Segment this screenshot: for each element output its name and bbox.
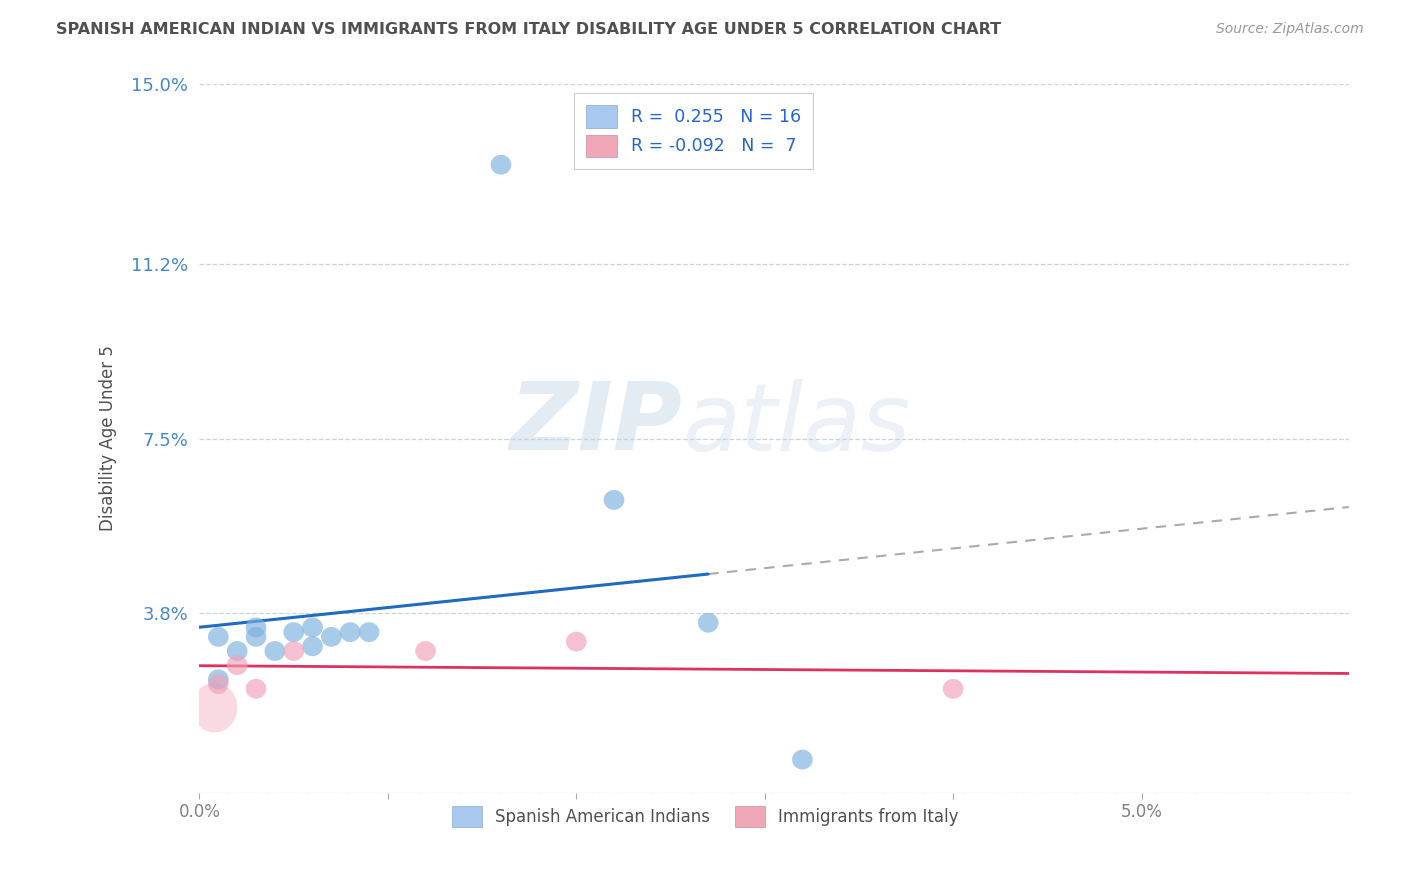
Ellipse shape bbox=[491, 155, 512, 175]
Ellipse shape bbox=[226, 656, 247, 675]
Ellipse shape bbox=[284, 623, 304, 642]
Text: SPANISH AMERICAN INDIAN VS IMMIGRANTS FROM ITALY DISABILITY AGE UNDER 5 CORRELAT: SPANISH AMERICAN INDIAN VS IMMIGRANTS FR… bbox=[56, 22, 1001, 37]
Ellipse shape bbox=[302, 617, 323, 637]
Ellipse shape bbox=[415, 641, 436, 661]
Ellipse shape bbox=[264, 641, 285, 661]
Text: atlas: atlas bbox=[682, 379, 911, 470]
Y-axis label: Disability Age Under 5: Disability Age Under 5 bbox=[100, 345, 117, 532]
Ellipse shape bbox=[340, 623, 360, 642]
Ellipse shape bbox=[697, 613, 718, 632]
Ellipse shape bbox=[246, 679, 266, 698]
Ellipse shape bbox=[359, 623, 380, 642]
Ellipse shape bbox=[284, 641, 304, 661]
Ellipse shape bbox=[246, 627, 266, 647]
Ellipse shape bbox=[226, 641, 247, 661]
Ellipse shape bbox=[208, 669, 229, 690]
Ellipse shape bbox=[208, 674, 229, 694]
Ellipse shape bbox=[603, 490, 624, 510]
Ellipse shape bbox=[302, 636, 323, 657]
Ellipse shape bbox=[943, 679, 963, 698]
Legend: Spanish American Indians, Immigrants from Italy: Spanish American Indians, Immigrants fro… bbox=[444, 799, 966, 834]
Text: Source: ZipAtlas.com: Source: ZipAtlas.com bbox=[1216, 22, 1364, 37]
Ellipse shape bbox=[792, 749, 813, 770]
Ellipse shape bbox=[191, 683, 238, 732]
Ellipse shape bbox=[246, 617, 266, 637]
Text: ZIP: ZIP bbox=[509, 378, 682, 470]
Ellipse shape bbox=[321, 627, 342, 647]
Ellipse shape bbox=[567, 632, 586, 651]
Ellipse shape bbox=[208, 627, 229, 647]
